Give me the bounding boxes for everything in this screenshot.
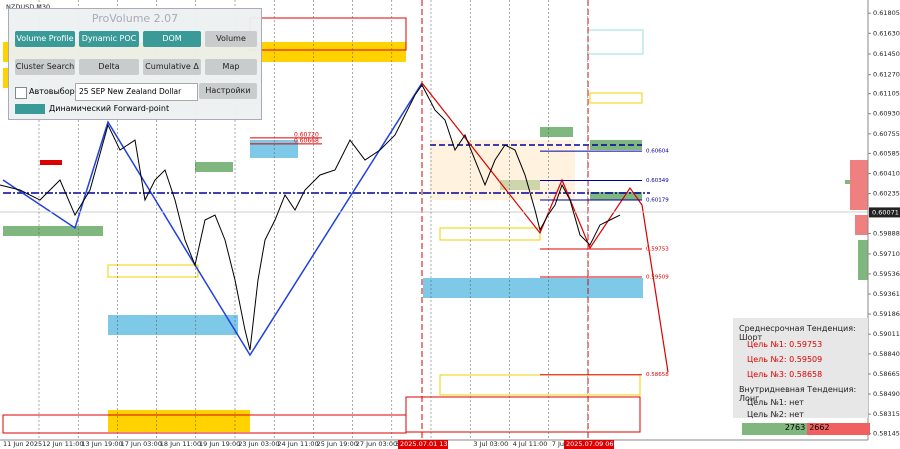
symbol: NZDUSD,M30 [6,3,50,11]
level-label: 0.59509 [646,274,669,280]
time-marker [564,440,614,449]
panel-button[interactable]: Cluster Search [15,59,75,75]
y-tick-label: 0.60585 [873,149,900,157]
x-tick-label: 27 Jun 03:00 [356,440,397,448]
panel-button[interactable]: Dynamic POC [79,31,139,47]
y-tick-label: 0.60235 [873,190,900,198]
current-price: 0.60071 [872,208,899,216]
y-tick-label: 0.61450 [873,50,900,58]
level-label: 0.60668 [294,137,319,144]
y-tick-label: 0.59011 [873,330,900,338]
y-tick-label: 0.60930 [873,110,900,118]
x-tick-label: 11 Jun 2025 [3,440,42,448]
y-tick-label: 0.60410 [873,169,900,177]
volume-bar: 2763 2662 [742,423,870,435]
y-tick-label: 0.61805 [873,9,900,17]
target: Цель №3: 0.58658 [747,370,823,379]
current-price-badge [869,207,900,218]
settings-button[interactable]: Настройки [199,83,257,99]
x-tick-label: 18 Jun 11:00 [160,440,201,448]
target: Цель №1: 0.59753 [747,340,823,349]
panel-title: ProVolume 2.07 [91,12,179,25]
instrument-select[interactable]: 25 SEP New Zealand Dollar [75,83,198,101]
forward-label: Динамический Forward-point [49,104,170,113]
y-tick-label: 0.60755 [873,130,900,138]
y-tick-label: 0.61105 [873,90,900,98]
mid-trend: Среднесрочная Тенденция: Шорт [739,324,856,342]
x-tick-label: 12 Jun 11:00 [42,440,83,448]
time-marker-label: 2025.07.09 06:00 [566,440,624,448]
y-tick-label: 0.59710 [873,250,900,258]
level-label: 0.60179 [646,198,669,204]
level-label: 0.58658 [646,372,669,378]
x-tick-label: 4 Jul 11:00 [513,440,548,448]
time-marker-label: 2025.07.01 13:00 [400,440,458,448]
y-tick-label: 0.59536 [873,270,900,278]
x-tick-label: 24 Jun 11:00 [277,440,318,448]
y-tick-label: 0.58145 [873,430,900,438]
level-label: 0.60604 [646,149,669,155]
target: Цель №1: нет [747,398,804,407]
y-tick-label: 0.58665 [873,370,900,378]
y-tick-label: 0.61630 [873,29,900,37]
y-tick-label: 0.59186 [873,310,900,318]
toggle[interactable] [15,104,45,114]
target: Цель №2: 0.59509 [747,355,823,364]
x-tick-label: 19 Jun 19:00 [199,440,240,448]
price-line [0,84,621,351]
intraday-trend: Внутридневная Тенденция: Лонг [739,385,857,403]
checkbox[interactable] [15,87,27,99]
level-label: 0.60720 [294,131,319,138]
target: Цель №2: нет [747,410,804,419]
x-tick-label: 3 Jul 03:00 [473,440,508,448]
buy-volume: 2763 [742,423,808,435]
x-tick-label: 13 Jun 19:00 [81,440,122,448]
y-tick-label: 0.58490 [873,390,900,398]
y-tick-label: 0.58840 [873,350,900,358]
auto-label: Автовыбор [29,87,75,96]
level-label: 0.59753 [646,246,669,252]
x-tick-label: 17 Jun 03:00 [121,440,162,448]
time-marker [398,440,448,449]
y-tick-label: 0.58315 [873,410,900,418]
info-box: Среднесрочная Тенденция: Шорт Цель №1: 0… [733,318,868,419]
panel-button[interactable]: Map [205,59,257,75]
x-tick-label: 7 Jul 1 [552,440,572,448]
y-tick-label: 0.59361 [873,290,900,298]
provolume-panel: ProVolume 2.07 Volume Profile Dynamic POC… [8,8,262,120]
panel-button[interactable]: Volume [205,31,257,47]
panel-button[interactable]: Delta [79,59,139,75]
x-tick-label: 23 Jun 03:00 [238,440,279,448]
level-label: 0.60349 [646,178,669,184]
panel-button[interactable]: Volume Profile [15,31,75,47]
y-tick-label: 0.59888 [873,229,900,237]
panel-button[interactable]: DOM [143,31,201,47]
panel-button[interactable]: Cumulative Δ [143,59,201,75]
y-tick-label: 0.61270 [873,71,900,79]
x-tick-label: 25 Jun 19:00 [317,440,358,448]
sell-volume: 2662 [807,423,870,435]
